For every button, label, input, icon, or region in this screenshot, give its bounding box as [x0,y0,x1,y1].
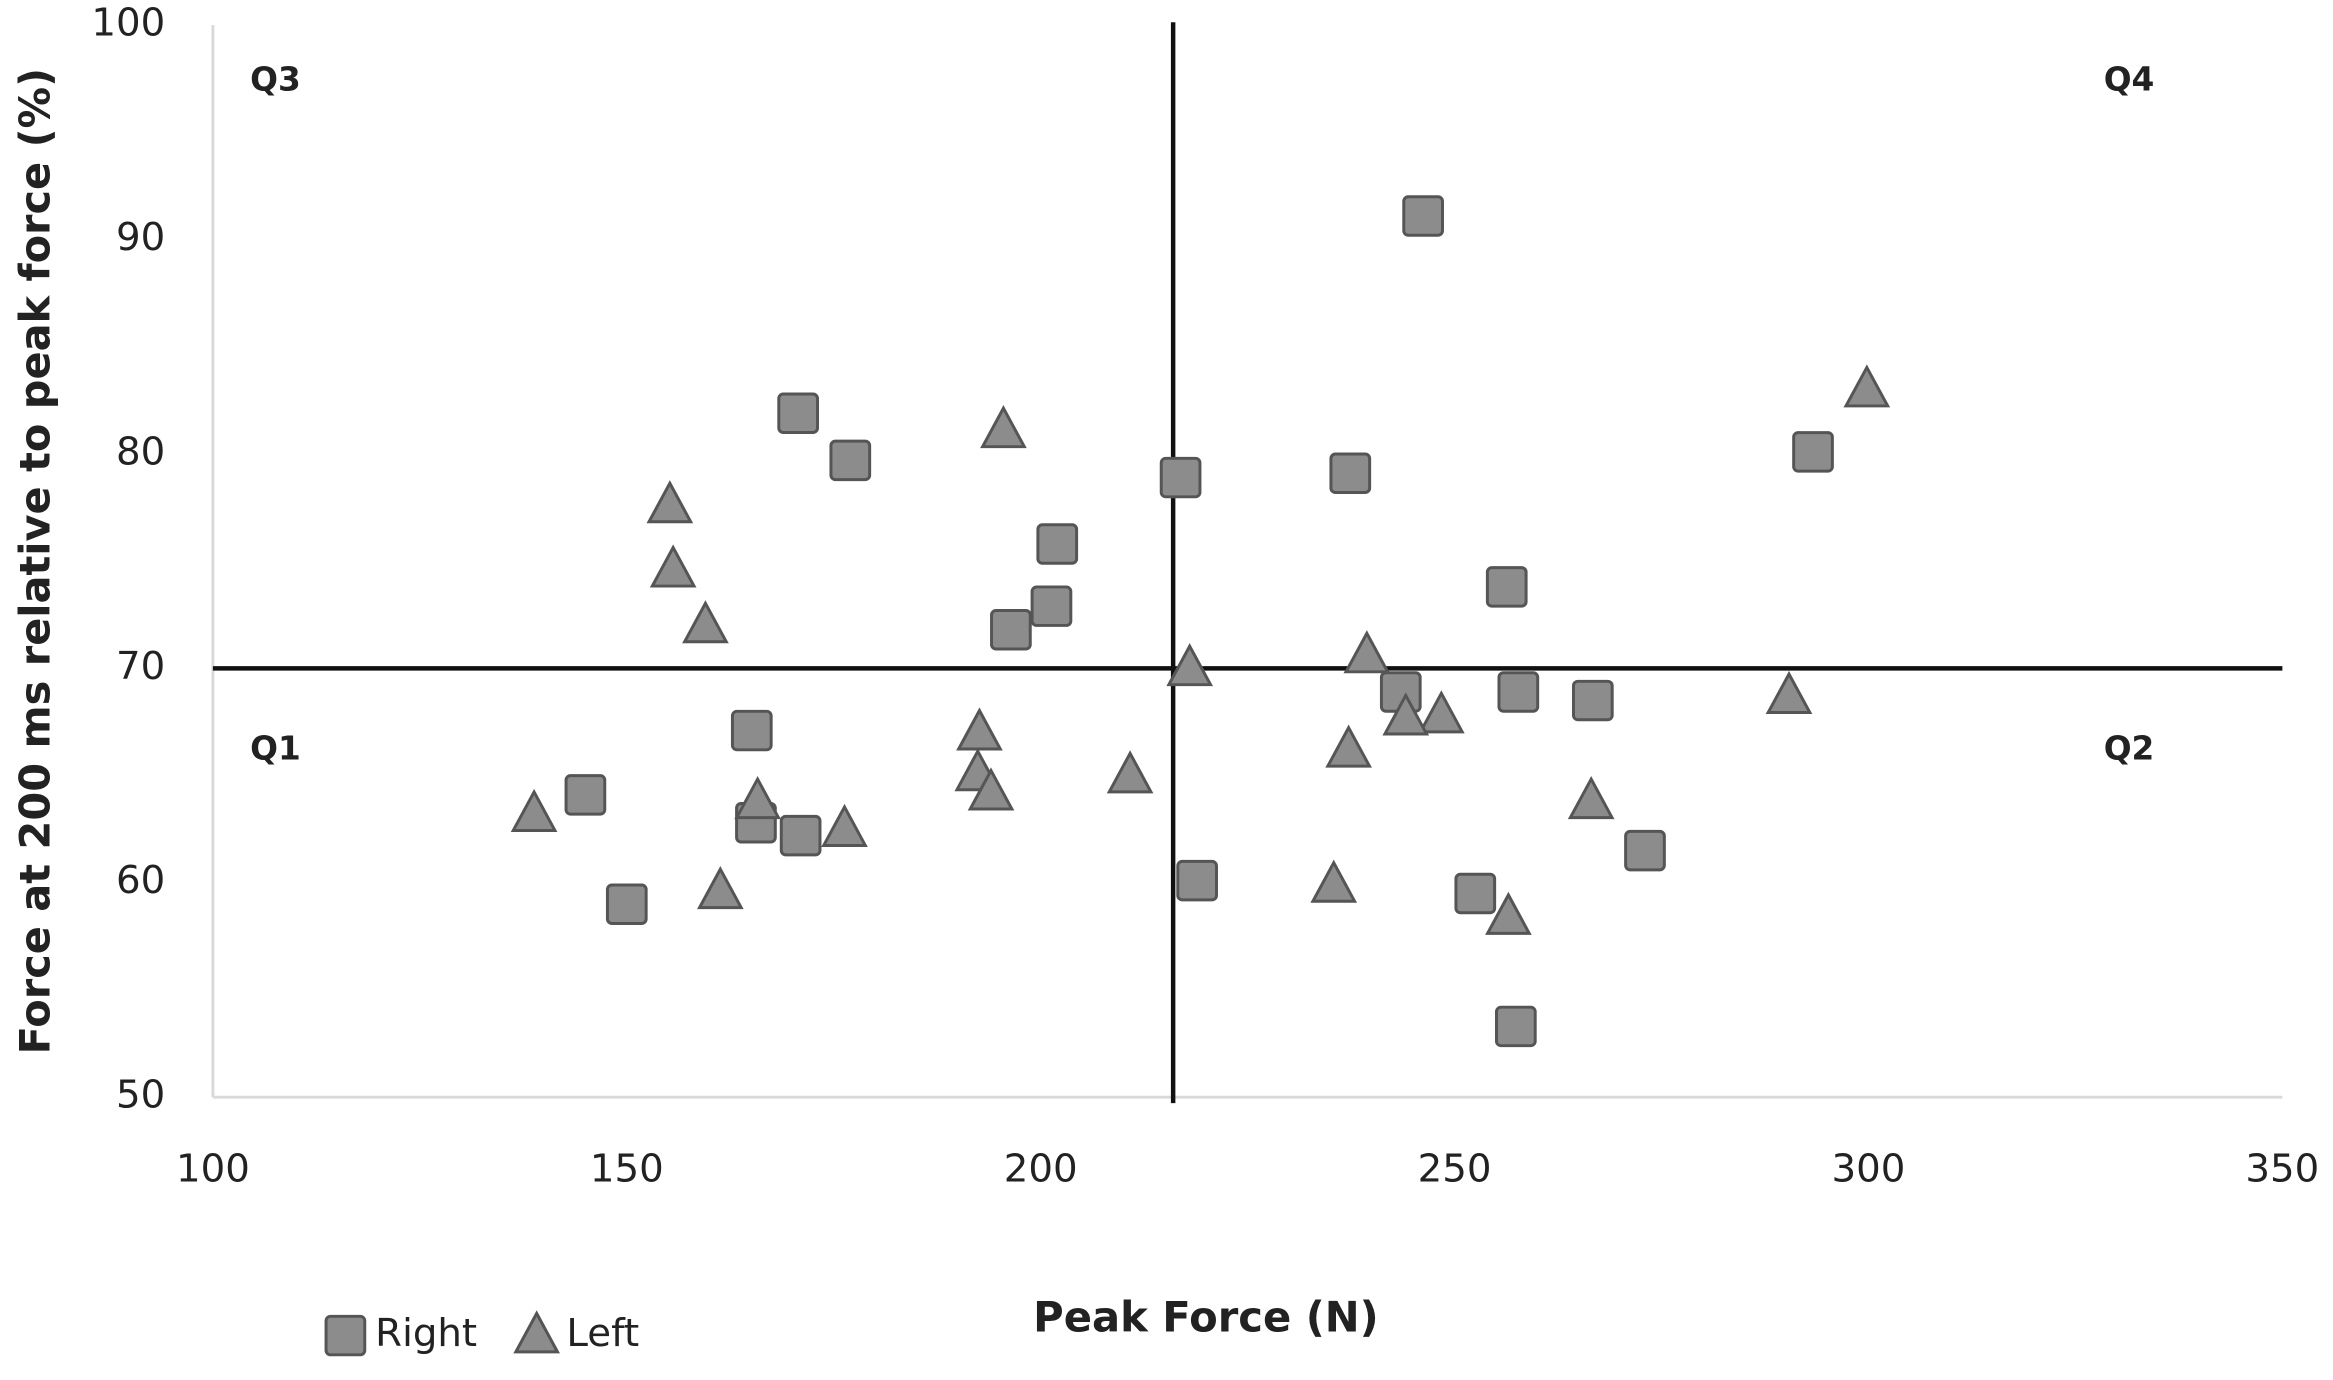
point [967,767,1015,811]
y-tick-label: 60 [116,858,165,903]
point [1485,566,1528,608]
point [980,405,1027,449]
quadrant-label: Q4 [2104,60,2155,98]
point [777,392,819,434]
point [1495,1005,1537,1048]
y-tick-label: 90 [116,215,165,260]
legend-marker [513,1310,560,1354]
x-tick-label: 150 [590,1147,664,1192]
point [1765,670,1813,715]
x-tick-label: 100 [176,1147,250,1192]
y-tick-label: 70 [116,644,165,689]
legend-label: Right [375,1311,477,1356]
point [646,480,694,524]
point [1485,891,1532,935]
point [1106,750,1154,794]
point [1402,195,1444,237]
x-tick-label: 300 [1832,1147,1906,1192]
point [510,788,558,832]
point [829,439,872,482]
legend-label: Left [566,1311,639,1356]
point [1166,643,1214,687]
point [605,883,648,925]
x-tick-label: 200 [1004,1147,1078,1192]
point [1843,364,1891,408]
quadrant-label: Q3 [250,60,301,98]
point [1325,724,1372,768]
point [1176,859,1218,902]
quadrant-label: Q2 [2104,730,2155,768]
x-tick-label: 350 [2245,1147,2319,1192]
point [682,600,729,644]
point [1159,456,1202,499]
quadrant-label: Q1 [250,730,301,768]
point [649,544,697,588]
point [1624,829,1666,872]
point [990,609,1032,651]
point [564,774,607,816]
point [1310,859,1358,903]
x-axis-title: Peak Force (N) [1033,1293,1379,1342]
point [1382,692,1430,736]
y-tick-label: 80 [116,430,165,475]
point [730,709,773,752]
point [1497,671,1540,713]
point [1571,679,1614,722]
point [779,814,822,857]
point [1343,630,1391,674]
point [1454,872,1497,915]
y-tick-label: 100 [91,1,165,46]
point [821,803,868,847]
point [734,775,781,820]
point [1036,523,1079,565]
x-tick-label: 250 [1418,1147,1492,1192]
point [1030,585,1073,627]
point [1792,431,1834,473]
y-tick-label: 50 [116,1073,165,1118]
point [956,707,1003,751]
point [1567,775,1615,820]
point [1329,452,1372,495]
point [697,866,744,910]
point [1418,690,1465,734]
y-axis-title: Force at 200 ms relative to peak force (… [11,68,60,1054]
legend-marker [324,1314,367,1357]
